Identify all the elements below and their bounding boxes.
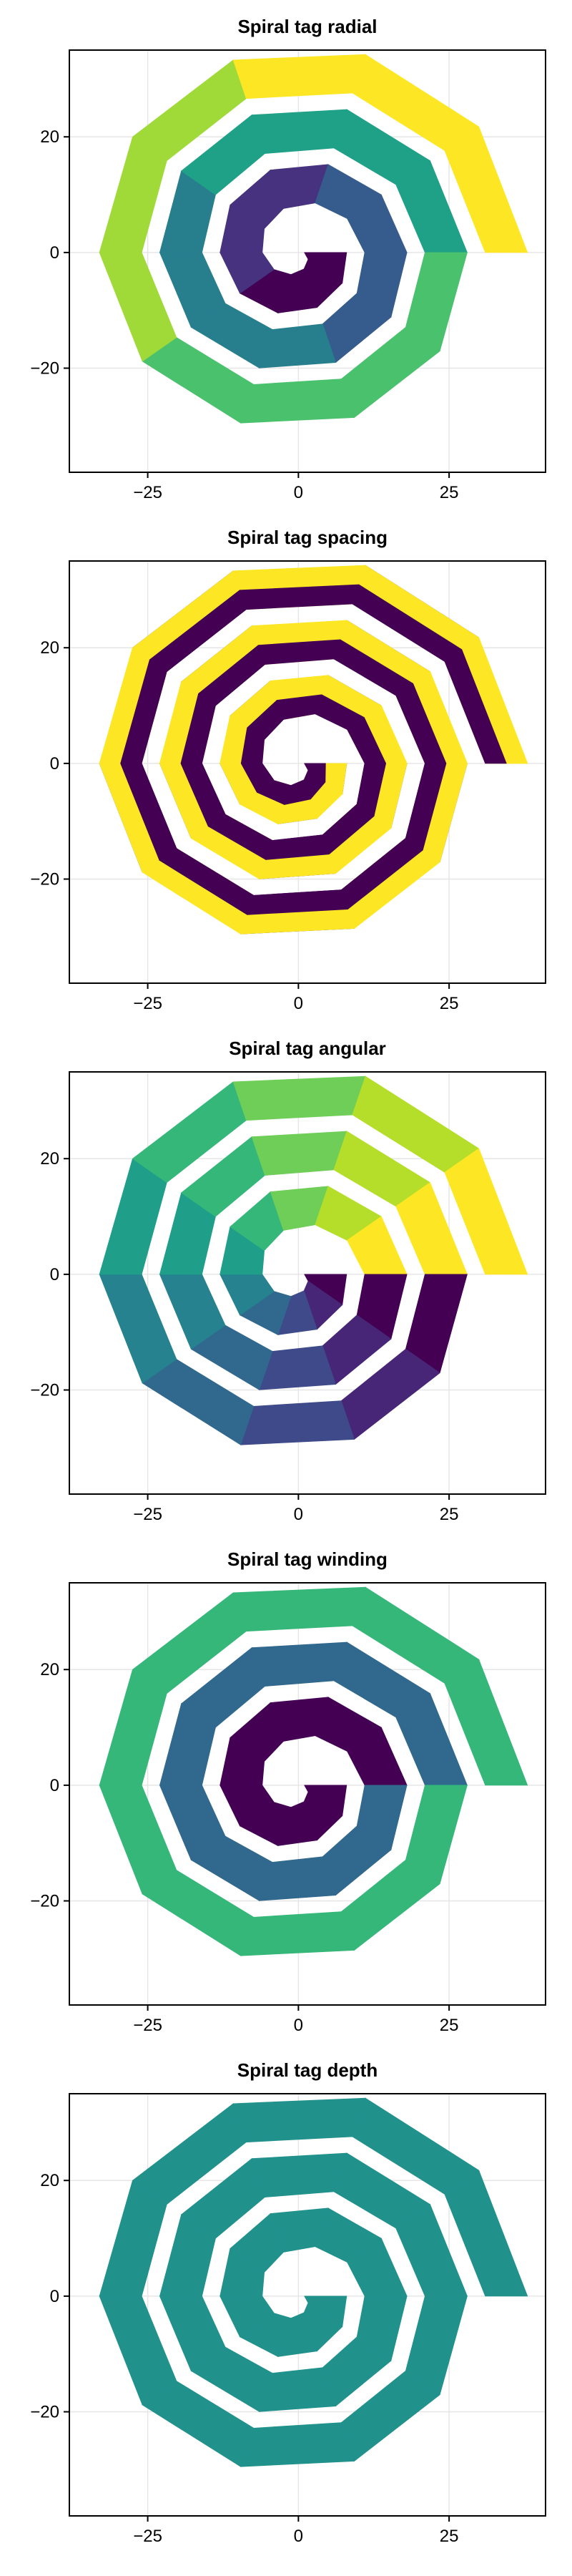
y-tick-label: 0 (50, 754, 59, 774)
y-tick-label: −20 (30, 870, 59, 889)
y-tick-label: 20 (40, 127, 59, 147)
spiral-area (99, 54, 528, 424)
spiral-segment (99, 1785, 177, 1895)
y-tick-label: 0 (50, 243, 59, 263)
spiral-segment (251, 1641, 347, 1687)
x-tick-label: −25 (133, 1505, 162, 1524)
x-tick-label: −25 (133, 2527, 162, 2546)
spiral-segment (240, 379, 355, 424)
x-tick-label: 0 (294, 2527, 303, 2546)
spiral-segment (240, 2422, 355, 2467)
spiral-area (99, 565, 528, 935)
x-tick-label: 0 (294, 2016, 303, 2035)
chart-panel-5: Spiral tag depth −25 0 25 20 0 −20 (30, 2059, 546, 2546)
plot-frame (69, 560, 546, 984)
spiral-segment (240, 1400, 355, 1445)
x-tick-label: 25 (440, 483, 459, 502)
plot-frame (69, 1071, 546, 1495)
spiral-segment (99, 136, 167, 253)
y-tick-label: 0 (50, 2287, 59, 2306)
spiral-segment (240, 1911, 355, 1956)
y-tick-label: −20 (30, 359, 59, 379)
spiral-segment (99, 2180, 167, 2297)
spiral-area (99, 2097, 528, 2467)
x-tick-label: 25 (440, 2527, 459, 2546)
x-tick-label: 0 (294, 1505, 303, 1524)
y-tick-label: 0 (50, 1265, 59, 1284)
spiral-segment (99, 1158, 167, 1275)
spiral-segment (251, 109, 347, 154)
x-tick-label: −25 (133, 2016, 162, 2035)
chart-title: Spiral tag angular (229, 1038, 386, 1059)
x-tick-label: 0 (294, 483, 303, 502)
y-tick-label: 20 (40, 638, 59, 658)
chart-title: Spiral tag winding (227, 1548, 388, 1570)
chart-panel-4: Spiral tag winding −25 0 25 20 0 −20 (30, 1548, 546, 2035)
x-tick-label: 25 (440, 2016, 459, 2035)
chart-title: Spiral tag depth (237, 2059, 378, 2081)
chart-panel-1: Spiral tag radial −25 0 25 20 0 −20 (30, 16, 546, 502)
plot-frame (69, 2093, 546, 2517)
x-tick-label: 0 (294, 994, 303, 1013)
spiral-segment (99, 252, 177, 362)
spiral-segment (99, 1274, 177, 1384)
spiral-segment (232, 1586, 366, 1632)
spiral-segment (444, 126, 528, 253)
spiral-segment (444, 1659, 528, 1786)
spiral-segment (251, 2152, 347, 2197)
chart-panel-3: Spiral tag angular −25 0 25 20 0 −20 (30, 1038, 546, 1524)
y-tick-label: −20 (30, 1381, 59, 1400)
spiral-segment (232, 2097, 366, 2143)
spiral-segment (444, 2170, 528, 2297)
y-tick-label: 20 (40, 2171, 59, 2190)
x-tick-label: −25 (133, 994, 162, 1013)
y-tick-label: 20 (40, 1149, 59, 1169)
x-tick-label: 25 (440, 1505, 459, 1524)
y-tick-label: −20 (30, 2403, 59, 2422)
spiral-segment (251, 1131, 347, 1176)
y-tick-label: 20 (40, 1660, 59, 1679)
spiral-segment (232, 1075, 366, 1121)
chart-title: Spiral tag spacing (227, 527, 388, 548)
chart-panel-2: Spiral tag spacing −25 0 25 20 0 −20 (30, 527, 546, 1013)
y-tick-label: 0 (50, 1776, 59, 1795)
chart-title: Spiral tag radial (237, 16, 377, 37)
spiral-segment (232, 54, 366, 99)
x-tick-label: 25 (440, 994, 459, 1013)
spiral-area (99, 1586, 528, 1956)
spiral-segment (99, 1669, 167, 1786)
spiral-stripe (444, 649, 507, 764)
x-tick-label: −25 (133, 483, 162, 502)
spiral-segment (444, 1148, 528, 1275)
spiral-segment (99, 2296, 177, 2406)
plot-frame (69, 49, 546, 473)
y-tick-label: −20 (30, 1892, 59, 1911)
spiral-area (99, 1075, 528, 1445)
plot-frame (69, 1582, 546, 2006)
